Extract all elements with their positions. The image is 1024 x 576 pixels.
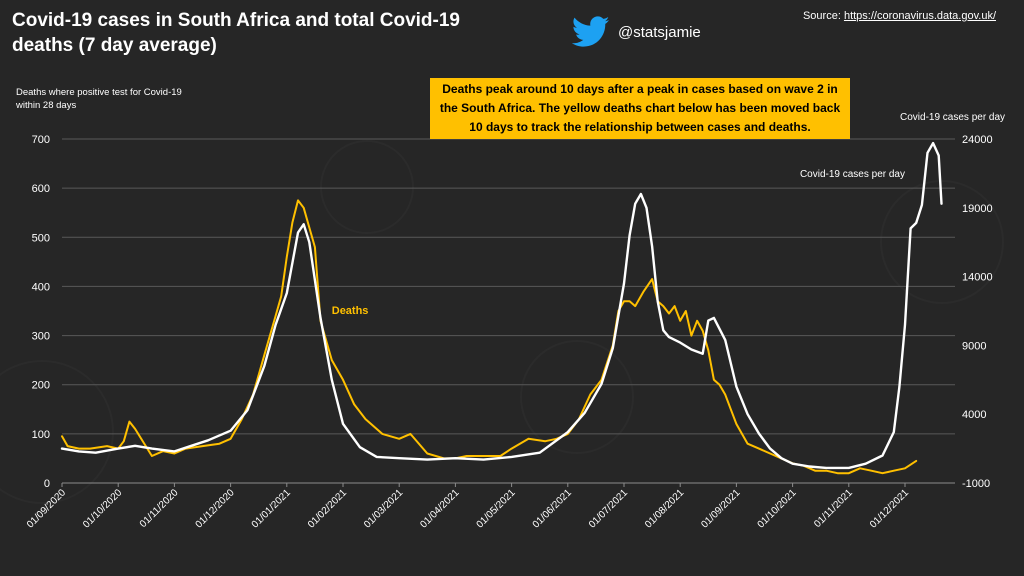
cases-line [60, 141, 943, 470]
deaths-line [61, 199, 918, 475]
left-y-tick-label: 500 [32, 232, 50, 244]
x-tick-label: 01/04/2021 [418, 487, 461, 530]
left-y-tick-label: 200 [32, 380, 50, 392]
x-tick-label: 01/06/2021 [531, 487, 574, 530]
background-virus-decoration [520, 340, 634, 454]
x-tick-label: 01/10/2021 [756, 487, 799, 530]
series-labels: Deaths Covid-19 cases per day [332, 169, 905, 317]
left-y-tick-label: 700 [32, 134, 50, 146]
right-y-tick-label: -1000 [962, 478, 990, 490]
gridlines [62, 138, 955, 484]
x-tick-label: 01/05/2021 [475, 487, 518, 530]
left-y-tick-label: 0 [44, 478, 50, 490]
source-credit: Source: https://coronavirus.data.gov.uk/ [803, 10, 996, 22]
twitter-bird-icon [572, 16, 610, 47]
source-link[interactable]: https://coronavirus.data.gov.uk/ [843, 10, 996, 22]
twitter-handle: @statsjamie [618, 23, 701, 41]
right-y-tick-label: 24000 [962, 134, 993, 146]
left-y-tick-label: 600 [32, 183, 50, 195]
source-label: Source: [802, 10, 841, 22]
x-tick-label: 01/11/2020 [138, 487, 181, 530]
x-ticks: 01/09/2020 01/10/2020 01/11/2020 01/12/2020… [25, 483, 911, 531]
cases-series-label: Covid-19 cases per day [800, 169, 905, 180]
right-y-tick-label: 14000 [962, 272, 993, 284]
annotation-box: Deaths peak around 10 days after a peak … [430, 78, 850, 139]
x-tick-label: 01/12/2020 [194, 487, 237, 530]
x-tick-label: 01/07/2021 [587, 487, 630, 530]
x-tick-label: 01/09/2020 [25, 487, 68, 530]
x-tick-label: 01/03/2021 [362, 487, 405, 530]
x-tick-label: 01/01/2021 [250, 487, 293, 530]
chart-title: Covid-19 cases in South Africa and total… [12, 10, 461, 56]
right-y-tick-label: 19000 [962, 203, 993, 215]
left-axis-title: Deaths where positive test for Covid-19 … [16, 87, 182, 111]
right-y-tick-label: 9000 [962, 340, 986, 352]
left-y-tick-label: 300 [32, 331, 50, 343]
x-tick-label: 01/08/2021 [643, 487, 686, 530]
x-tick-label: 01/12/2021 [868, 487, 911, 530]
background-virus-decoration [880, 180, 1004, 304]
left-y-tick-label: 100 [32, 429, 50, 441]
twitter-badge: @statsjamie [572, 16, 701, 48]
left-y-tick-label: 400 [32, 281, 50, 293]
series-group [60, 141, 943, 475]
x-tick-label: 01/09/2021 [699, 487, 742, 530]
right-y-ticks: -1000 4000 9000 14000 19000 24000 [962, 134, 993, 490]
x-tick-label: 01/10/2020 [81, 487, 124, 530]
deaths-series-label: Deaths [332, 305, 369, 317]
x-tick-label: 01/11/2021 [812, 487, 855, 530]
right-axis-title: Covid-19 cases per day [900, 112, 1006, 123]
x-tick-label: 01/02/2021 [306, 487, 349, 530]
left-y-ticks: 0 100 200 300 400 500 600 700 [32, 134, 50, 490]
right-y-tick-label: 4000 [962, 409, 986, 421]
background-virus-decoration [320, 140, 414, 234]
